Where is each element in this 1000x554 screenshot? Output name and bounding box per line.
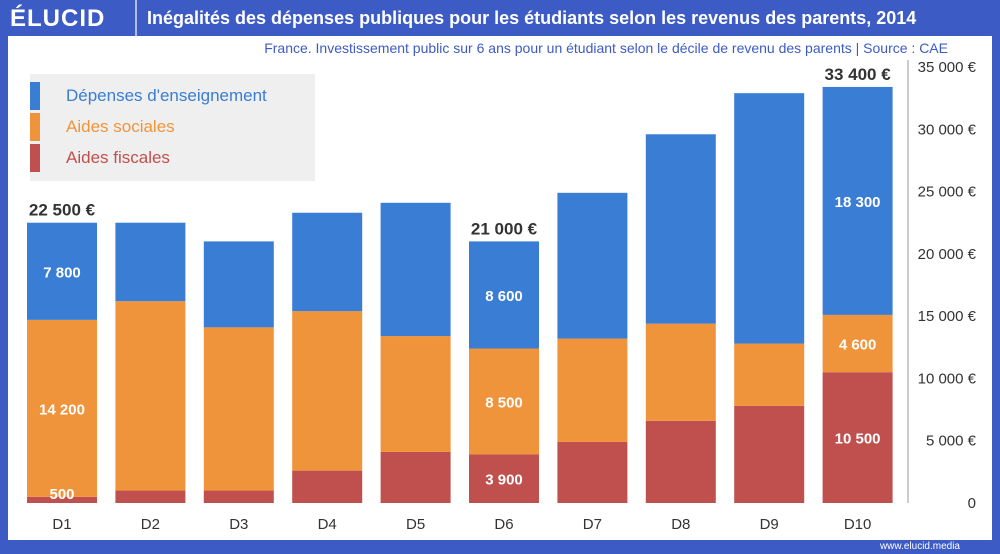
bar-segment-D7-0 [557,441,628,503]
x-tick-label: D1 [52,516,71,533]
bar-segment-D8-1 [645,323,716,421]
segment-value-label: 4 600 [839,337,877,354]
bar-segment-D2-2 [115,222,186,302]
total-value-label: 21 000 € [471,219,538,238]
bar-segment-D10-1 [822,314,893,373]
y-tick-label: 20 000 € [918,246,977,263]
y-tick-label: 35 000 € [918,59,977,76]
bar-segment-D4-0 [292,470,363,503]
bar-segment-D10-2 [822,86,893,315]
bar-segment-D4-2 [292,212,363,312]
bar-segment-D8-0 [645,420,716,503]
chart-subtitle: France. Investissement public sur 6 ans … [264,40,948,56]
bar-segment-D1-1 [27,319,97,497]
x-tick-label: D10 [844,516,872,533]
y-tick-label: 0 [968,495,976,512]
legend-label-sociales: Aides sociales [66,117,175,136]
segment-value-label: 7 800 [43,264,81,281]
elucid-logo: ÉLUCID [10,5,106,32]
segment-value-label: 14 200 [39,401,85,418]
y-tick-label: 5 000 € [926,433,977,450]
bar-segment-D10-0 [822,372,893,503]
bar-segment-D1-0 [27,496,97,503]
x-tick-label: D8 [671,516,690,533]
bar-segment-D5-2 [380,202,451,337]
bar-segment-D1-2 [27,222,97,320]
bar-segment-D6-2 [469,241,539,349]
chart-title: Inégalités des dépenses publiques pour l… [147,8,917,28]
y-tick-label: 15 000 € [918,308,977,325]
bar-segment-D9-2 [734,93,805,344]
bar-segment-D4-1 [292,311,363,471]
header-divider [135,0,137,36]
segment-value-label: 8 500 [485,394,523,411]
bar-segment-D7-2 [557,192,628,339]
total-value-label: 22 500 € [29,201,96,220]
bar-segment-D3-2 [203,241,274,328]
bar-segment-D8-2 [645,134,716,324]
x-tick-label: D9 [760,516,779,533]
y-tick-label: 25 000 € [918,184,977,201]
segment-value-label: 500 [49,486,74,503]
x-tick-label: D3 [229,516,248,533]
x-tick-label: D2 [141,516,160,533]
segment-value-label: 10 500 [835,431,881,448]
x-tick-label: D7 [583,516,602,533]
bar-segment-D3-1 [203,327,274,491]
legend-swatch-enseignement [30,82,40,110]
total-value-label: 33 400 € [825,65,892,84]
legend-label-enseignement: Dépenses d'enseignement [66,86,267,105]
segment-value-label: 3 900 [485,472,523,489]
bar-segment-D2-0 [115,490,186,503]
legend-swatch-fiscales [30,144,40,172]
x-tick-label: D4 [318,516,337,533]
bar-segment-D7-1 [557,338,628,442]
bar-segment-D3-0 [203,490,274,503]
bar-segment-D2-1 [115,301,186,491]
legend: Dépenses d'enseignement Aides sociales A… [30,74,315,181]
bar-segment-D9-1 [734,343,805,406]
x-tick-label: D6 [494,516,513,533]
y-tick-label: 10 000 € [918,370,977,387]
footer-url[interactable]: www.elucid.media [879,541,960,552]
bar-segment-D6-0 [469,454,539,503]
legend-swatch-sociales [30,113,40,141]
bar-segment-D5-1 [380,336,451,452]
legend-label-fiscales: Aides fiscales [66,148,170,167]
segment-value-label: 8 600 [485,288,523,305]
bar-segment-D6-1 [469,348,539,455]
bar-segment-D5-0 [380,451,451,503]
bar-segment-D9-0 [734,405,805,503]
y-tick-label: 30 000 € [918,121,977,138]
x-tick-label: D5 [406,516,425,533]
segment-value-label: 18 300 [835,194,881,211]
